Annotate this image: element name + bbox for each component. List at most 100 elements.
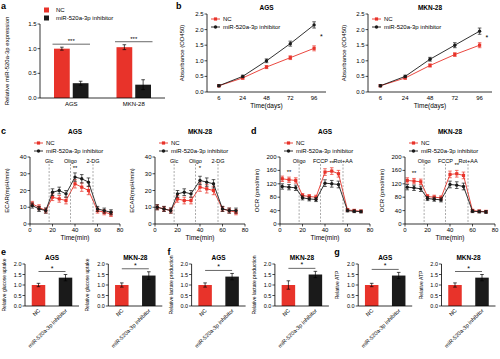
error-cap bbox=[44, 213, 48, 214]
error-bar bbox=[280, 184, 284, 189]
error-cap bbox=[212, 194, 216, 195]
marker bbox=[453, 44, 456, 47]
plot-area bbox=[54, 45, 151, 98]
title: MKN-28 bbox=[418, 4, 443, 11]
y-tick bbox=[106, 274, 109, 275]
marker bbox=[64, 199, 67, 202]
error-cap bbox=[405, 184, 409, 185]
x-axis bbox=[207, 92, 326, 93]
y-tick-label: 0.5 bbox=[430, 293, 438, 299]
marker bbox=[214, 25, 217, 28]
error-cap bbox=[312, 21, 316, 22]
y-tick-label: 0.0 bbox=[97, 303, 105, 309]
error-cap bbox=[478, 47, 482, 48]
annotation: Oligo bbox=[189, 158, 202, 164]
panel-label: a bbox=[1, 1, 7, 11]
error-bar bbox=[462, 183, 466, 190]
marker bbox=[58, 189, 61, 192]
y-tick-label: 0.0 bbox=[264, 303, 272, 309]
error-cap bbox=[294, 183, 298, 184]
error-cap bbox=[109, 209, 113, 210]
error-bar bbox=[141, 80, 145, 90]
error-bar bbox=[169, 208, 173, 213]
error-cap bbox=[123, 44, 127, 45]
marker bbox=[37, 149, 40, 152]
error-cap bbox=[337, 177, 341, 178]
legend-label: miR-520a-3p inhibitor bbox=[56, 15, 113, 21]
y-tick bbox=[189, 274, 192, 275]
marker bbox=[183, 199, 186, 202]
error-cap bbox=[405, 183, 409, 184]
error-cap bbox=[79, 85, 83, 86]
error-cap bbox=[162, 211, 166, 212]
y-tick bbox=[153, 224, 156, 225]
error-bar bbox=[287, 177, 291, 182]
error-cap bbox=[280, 189, 284, 190]
error-bar bbox=[44, 208, 48, 213]
y-tick-label: 1.0 bbox=[430, 282, 438, 288]
title: AGS bbox=[212, 254, 227, 261]
legend-label: miR-520a-3p inhibitor bbox=[46, 148, 103, 154]
error-cap bbox=[198, 176, 202, 177]
y-tick-label: 0 bbox=[273, 221, 277, 227]
error-cap bbox=[448, 187, 452, 188]
chart: 0.00.51.01.52.0NCmiR-520a-3p inhibitorRe… bbox=[418, 254, 496, 349]
y-tick-label: 2.0 bbox=[195, 27, 204, 33]
annotation: 2-DG bbox=[86, 158, 99, 164]
error-cap bbox=[448, 171, 452, 172]
x-tick-label: 24 bbox=[402, 95, 409, 101]
x-tick-label: 6 bbox=[217, 95, 221, 101]
x-tick-label: 20 bbox=[424, 227, 431, 233]
error-cap bbox=[198, 184, 202, 185]
marker bbox=[234, 209, 237, 212]
error-cap bbox=[57, 195, 61, 196]
chart: 0.00.51.01.5AGSMKN-28Relative miR-520a-3… bbox=[1, 1, 165, 107]
y-tick bbox=[272, 264, 275, 265]
marker bbox=[212, 182, 215, 185]
x-axis bbox=[442, 306, 496, 307]
error-cap bbox=[64, 190, 68, 191]
error-cap bbox=[205, 193, 209, 194]
y-tick-label: 0.5 bbox=[14, 293, 22, 299]
error-cap bbox=[44, 208, 48, 209]
y-axis-label: Relative ATP bbox=[418, 270, 424, 299]
x-tick-label: 0 bbox=[28, 227, 32, 233]
panel-label: d bbox=[251, 126, 257, 136]
error-bar bbox=[323, 180, 327, 187]
x-axis bbox=[275, 306, 329, 307]
y-axis bbox=[405, 157, 406, 224]
y-tick bbox=[189, 285, 192, 286]
error-cap bbox=[64, 280, 68, 281]
series-line bbox=[282, 171, 361, 211]
x-axis bbox=[108, 306, 162, 307]
marker bbox=[346, 208, 349, 211]
y-tick-label: 30 bbox=[20, 171, 27, 177]
annotation: ** bbox=[329, 160, 334, 166]
chart: 0.00.51.01.52.02.5624487296Time(days)Abs… bbox=[176, 1, 326, 110]
error-cap bbox=[455, 177, 459, 178]
y-tick-label: 2.0 bbox=[180, 261, 188, 267]
legend: NCmiR-520a-3p inhibitor bbox=[159, 140, 228, 154]
y-axis-label: Relative glucose uptake bbox=[84, 258, 90, 311]
error-bar bbox=[462, 172, 466, 179]
error-cap bbox=[203, 282, 207, 283]
error-bar bbox=[217, 85, 221, 87]
y-tick-label: 1.5 bbox=[430, 272, 438, 278]
error-bar bbox=[477, 210, 481, 213]
error-bar bbox=[37, 283, 41, 286]
x-tick-label: 72 bbox=[287, 95, 294, 101]
error-bar bbox=[123, 45, 127, 50]
chart: 0.00.51.01.52.02.5624487296Time(days)Abs… bbox=[341, 4, 492, 110]
legend-label: NC bbox=[296, 140, 305, 146]
y-tick-label: 80 bbox=[270, 194, 277, 200]
error-cap bbox=[73, 181, 77, 182]
error-cap bbox=[162, 211, 166, 212]
y-tick bbox=[153, 157, 156, 158]
error-bar bbox=[265, 65, 269, 68]
error-bar bbox=[397, 272, 401, 278]
error-cap bbox=[141, 89, 145, 90]
y-tick-label: 0.5 bbox=[347, 293, 355, 299]
marker bbox=[308, 197, 311, 200]
y-tick-label: 2.0 bbox=[430, 261, 438, 267]
error-bar bbox=[432, 197, 436, 201]
